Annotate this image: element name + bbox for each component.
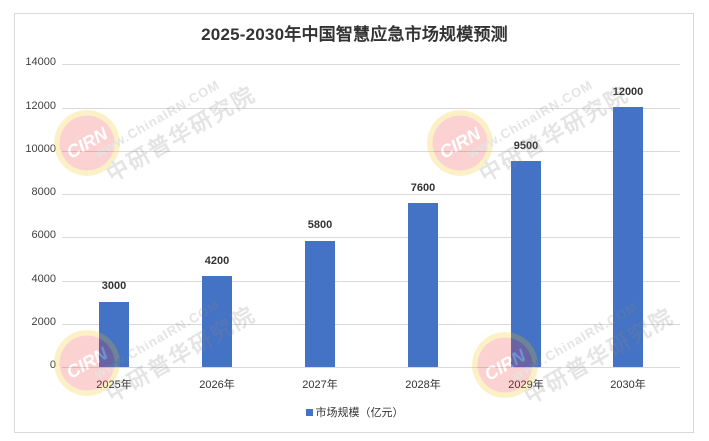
y-tick-label: 8000 xyxy=(31,186,56,198)
data-label: 3000 xyxy=(101,280,127,292)
bar-2030 xyxy=(613,107,643,367)
gridline xyxy=(62,108,680,109)
y-tick-label: 14000 xyxy=(25,56,56,68)
gridline xyxy=(62,151,680,152)
data-label: 9500 xyxy=(513,140,539,152)
x-tick-label: 2027年 xyxy=(302,379,338,391)
data-label: 12000 xyxy=(612,86,644,98)
bar-2029 xyxy=(511,161,541,367)
y-tick-label: 0 xyxy=(49,359,56,371)
y-tick-label: 10000 xyxy=(25,143,56,155)
data-label: 5800 xyxy=(307,219,333,231)
gridline xyxy=(62,281,680,282)
data-label: 7600 xyxy=(410,182,436,194)
legend-swatch-icon xyxy=(305,409,313,416)
bar-2026 xyxy=(202,276,232,367)
bar-2025 xyxy=(99,302,129,367)
x-tick-label: 2030年 xyxy=(610,379,646,391)
gridline xyxy=(62,64,680,65)
y-tick-label: 4000 xyxy=(31,273,56,285)
gridline xyxy=(62,194,680,195)
chart-title: 2025-2030年中国智慧应急市场规模预测 xyxy=(201,25,508,44)
legend-label: 市场规模（亿元） xyxy=(315,407,404,419)
y-tick-label: 12000 xyxy=(25,100,56,112)
y-tick-label: 6000 xyxy=(31,229,56,241)
bar-2027 xyxy=(305,241,335,367)
x-tick-label: 2028年 xyxy=(405,379,441,391)
y-tick-label: 2000 xyxy=(31,316,56,328)
data-label: 4200 xyxy=(204,255,230,267)
x-tick-label: 2025年 xyxy=(96,379,132,391)
bar-2028 xyxy=(408,203,438,367)
legend: 市场规模（亿元） xyxy=(0,404,709,420)
gridline xyxy=(62,324,680,325)
x-tick-label: 2029年 xyxy=(508,379,544,391)
x-axis-line xyxy=(62,367,680,368)
gridline xyxy=(62,237,680,238)
x-tick-label: 2026年 xyxy=(199,379,235,391)
